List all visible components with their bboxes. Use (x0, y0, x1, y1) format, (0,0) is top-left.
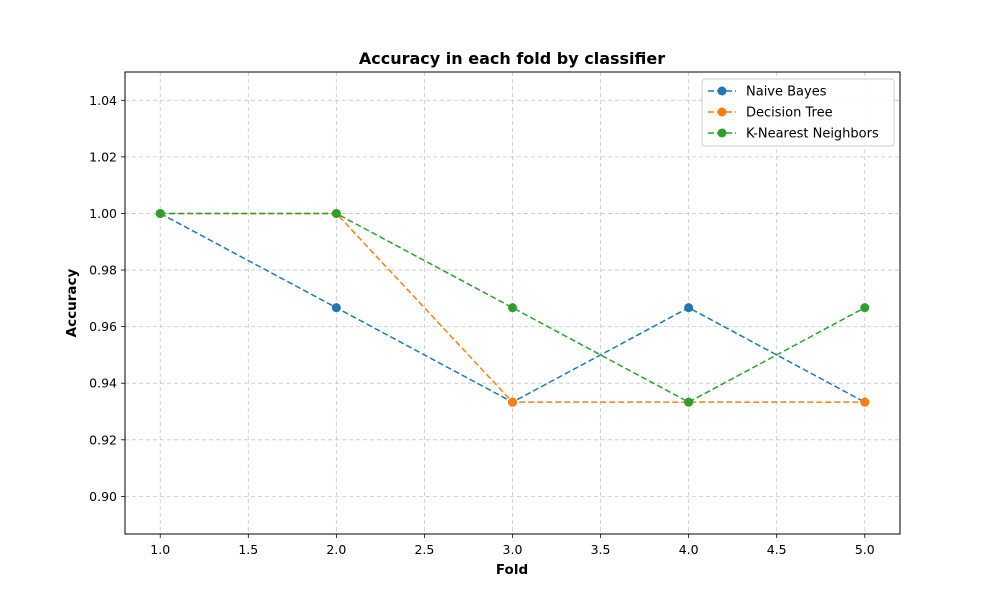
legend-marker (717, 86, 727, 96)
legend-marker (717, 107, 727, 117)
legend-marker (717, 128, 727, 138)
legend-label: K-Nearest Neighbors (746, 127, 879, 142)
y-tick-label: 0.98 (89, 263, 117, 278)
grid-lines (125, 72, 900, 534)
x-tick-label: 2.5 (414, 542, 434, 557)
y-tick-label: 0.94 (89, 376, 117, 391)
data-point-decision-tree (508, 397, 517, 407)
data-point-k-nearest-neighbors (155, 208, 165, 218)
series-k-nearest-neighbors (155, 208, 870, 407)
x-tick-label: 5.0 (855, 542, 875, 557)
legend-label: Naive Bayes (746, 85, 827, 100)
y-axis-title: Accuracy (64, 268, 80, 337)
legend-label: Decision Tree (746, 106, 833, 121)
x-axis-ticks: 1.0 1.5 2.0 2.5 3.0 3.5 4.0 4.5 5.0 (150, 534, 875, 557)
x-tick-label: 1.0 (150, 542, 170, 557)
legend-entry: K-Nearest Neighbors (708, 127, 879, 142)
legend-entry: Naive Bayes (708, 85, 827, 100)
chart-title: Accuracy in each fold by classifier (359, 49, 665, 68)
data-point-k-nearest-neighbors (508, 303, 517, 313)
x-tick-label: 3.0 (503, 542, 523, 557)
data-point-k-nearest-neighbors (684, 397, 694, 407)
data-point-k-nearest-neighbors (331, 208, 341, 218)
data-point-k-nearest-neighbors (860, 303, 870, 313)
y-tick-label: 1.04 (89, 93, 117, 108)
data-point-naive-bayes (331, 303, 341, 313)
x-tick-label: 4.0 (679, 542, 699, 557)
y-tick-label: 0.92 (89, 432, 117, 447)
data-point-decision-tree (860, 397, 870, 407)
y-tick-label: 1.02 (89, 149, 117, 164)
x-axis-title: Fold (496, 562, 528, 578)
data-point-naive-bayes (684, 303, 694, 313)
x-tick-label: 1.5 (238, 542, 258, 557)
x-tick-label: 2.0 (326, 542, 346, 557)
x-tick-label: 4.5 (767, 542, 787, 557)
x-tick-label: 3.5 (591, 542, 611, 557)
series-line-k-nearest-neighbors (160, 212, 866, 404)
y-axis-ticks: 0.90 0.92 0.94 0.96 0.98 1.00 1.02 1.04 (89, 93, 125, 504)
y-tick-label: 0.96 (89, 319, 117, 334)
y-tick-label: 1.00 (89, 206, 117, 221)
y-tick-label: 0.90 (89, 489, 117, 504)
series-lines (155, 208, 870, 407)
legend-entry: Decision Tree (708, 106, 833, 121)
legend-box (701, 78, 895, 147)
legend: Naive Bayes Decision Tree K-Nearest Neighb… (701, 78, 895, 147)
